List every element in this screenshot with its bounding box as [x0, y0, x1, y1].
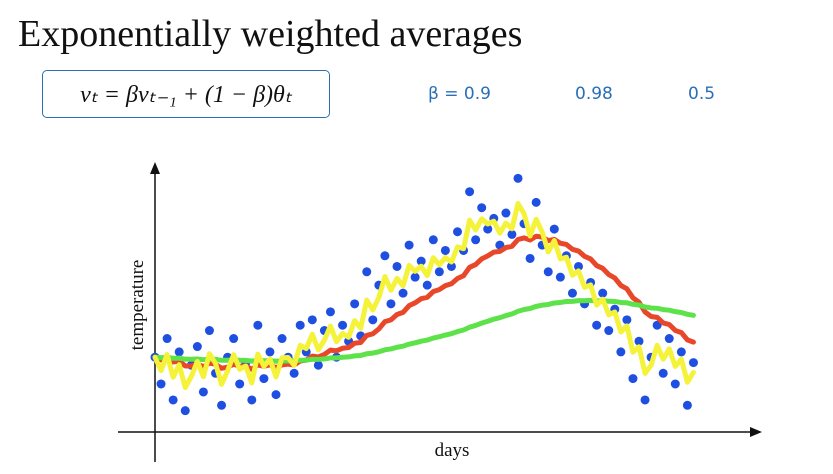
temperature-point — [446, 261, 456, 271]
temperature-point — [368, 315, 378, 325]
temperature-point — [501, 208, 511, 218]
temperature-point — [416, 256, 426, 266]
formula-box: vₜ = βvₜ₋₁ + (1 − β)θₜ — [42, 70, 330, 118]
temperature-point — [217, 400, 227, 410]
temperature-point — [628, 374, 638, 384]
temperature-point — [555, 272, 565, 282]
temperature-point — [259, 374, 269, 384]
annotation-beta-0-5: 0.5 — [688, 84, 716, 104]
temperature-point — [386, 299, 396, 309]
temperature-point — [670, 379, 680, 389]
temperature-point — [483, 224, 493, 234]
temperature-point — [543, 267, 553, 277]
temperature-point — [398, 288, 408, 298]
temperature-point — [453, 227, 462, 237]
temperature-point — [477, 203, 487, 213]
temperature-point — [574, 261, 583, 271]
temperature-point — [531, 197, 541, 207]
temperature-point — [634, 336, 644, 346]
y-axis-arrow-icon — [150, 162, 160, 174]
temperature-point — [350, 299, 360, 309]
temperature-point — [235, 379, 245, 389]
temperature-point — [362, 267, 372, 277]
temperature-point — [664, 334, 674, 344]
temperature-point — [156, 379, 166, 389]
temperature-point — [174, 347, 184, 357]
slide-title: Exponentially weighted averages — [18, 13, 523, 55]
temperature-point — [253, 320, 263, 330]
temperature-point — [513, 173, 523, 183]
x-axis-label: days — [435, 440, 470, 461]
x-axis-arrow-icon — [750, 427, 762, 437]
temperature-point — [229, 334, 239, 344]
temperature-point — [392, 261, 402, 271]
temperature-point — [204, 326, 214, 336]
temperature-point — [549, 224, 559, 234]
temperature-point — [428, 235, 438, 245]
temperature-point — [658, 368, 668, 378]
temperature-point — [380, 251, 390, 261]
formula: vₜ = βvₜ₋₁ + (1 − β)θₜ — [80, 81, 292, 108]
temperature-point — [313, 360, 323, 370]
temperature-point — [307, 315, 317, 325]
temperature-point — [507, 229, 517, 239]
temperature-point — [192, 342, 202, 352]
temperature-point — [410, 272, 420, 282]
temperature-point — [682, 400, 692, 410]
annotation-beta-0-9: β = 0.9 — [428, 84, 491, 104]
temperature-point — [265, 347, 275, 357]
temperature-point — [592, 320, 602, 330]
temperature-point — [289, 368, 299, 378]
temperature-point — [325, 307, 335, 317]
temperature-point — [622, 315, 632, 325]
temperature-point — [604, 326, 614, 336]
temperature-point — [404, 240, 414, 250]
temperature-point — [440, 245, 450, 255]
temperature-point — [471, 235, 481, 245]
temperature-point — [465, 187, 475, 197]
temperature-point — [598, 288, 608, 298]
temperature-point — [652, 320, 662, 330]
temperature-point — [162, 334, 172, 344]
temperature-point — [180, 406, 190, 416]
temperature-point — [676, 347, 686, 357]
annotation-beta-0-98: 0.98 — [575, 84, 613, 104]
temperature-point — [338, 320, 348, 330]
temperature-point — [168, 395, 178, 405]
temperature-point — [525, 253, 535, 263]
ewma-line-beta-0-5 — [152, 201, 696, 391]
temperature-point — [247, 395, 257, 405]
temperature-point — [271, 390, 281, 400]
temperature-point — [616, 347, 626, 357]
y-axis-label: temperature — [127, 260, 148, 351]
temperature-point — [295, 320, 305, 330]
temperature-point — [640, 395, 650, 405]
temperature-point — [434, 267, 444, 277]
temperature-point — [198, 387, 208, 397]
temperature-point — [277, 334, 287, 344]
temperature-point — [422, 280, 432, 290]
temperature-point — [688, 358, 698, 368]
temperature-point — [567, 288, 577, 298]
